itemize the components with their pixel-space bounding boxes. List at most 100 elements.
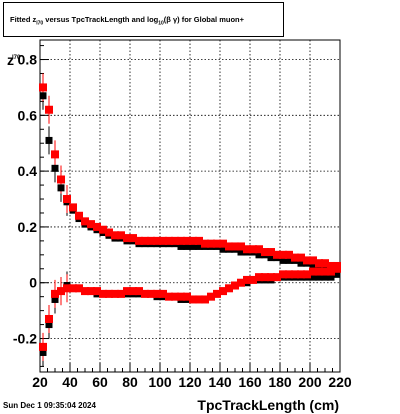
data-point-red — [57, 287, 65, 296]
data-point-red — [147, 289, 155, 298]
data-point-red — [291, 270, 299, 279]
data-point-red — [57, 175, 65, 184]
data-point-red — [129, 234, 137, 243]
data-point-black — [39, 348, 47, 356]
data-point-red — [87, 287, 95, 296]
y-tick-label: 0.4 — [18, 163, 38, 179]
data-point-black — [57, 184, 65, 192]
data-point-red — [105, 228, 113, 237]
data-point-red — [171, 292, 179, 301]
y-tick-label: 0.6 — [18, 107, 38, 123]
data-point-black — [327, 273, 335, 281]
data-point-red — [279, 250, 287, 259]
x-tick-label: 80 — [122, 374, 138, 390]
chart-title: Fitted zI70 versus TpcTrackLength and lo… — [10, 15, 245, 27]
x-tick-label: 180 — [268, 374, 292, 390]
data-point-red — [225, 242, 233, 251]
data-point-black — [297, 259, 305, 267]
data-point-red — [93, 222, 101, 231]
data-point-red — [285, 270, 293, 279]
data-point-red — [309, 267, 317, 276]
data-point-red — [45, 314, 53, 323]
data-point-red — [45, 105, 53, 114]
data-point-red — [93, 287, 101, 296]
data-point-red — [303, 270, 311, 279]
data-point-red — [153, 236, 161, 245]
data-point-red — [123, 234, 131, 243]
y-ticks: -0.2 0 0.2 0.4 0.6 0.8 — [13, 45, 49, 367]
data-point-red — [141, 236, 149, 245]
data-point-red — [51, 150, 59, 159]
y-axis-title: zI70 — [7, 52, 21, 68]
data-point-red — [267, 248, 275, 257]
data-point-black — [51, 295, 59, 303]
data-point-red — [177, 292, 185, 301]
y-tick-label: 0 — [29, 275, 37, 291]
data-point-black — [45, 321, 53, 329]
data-point-red — [249, 275, 257, 284]
data-point-red — [219, 287, 227, 296]
data-point-red — [129, 287, 137, 296]
x-tick-label: 40 — [62, 374, 78, 390]
title-box: Fitted zI70 versus TpcTrackLength and lo… — [3, 2, 284, 37]
data-point-red — [39, 83, 47, 92]
y-tick-label: 0.8 — [18, 52, 38, 68]
data-point-red — [261, 273, 269, 282]
data-point-red — [309, 256, 317, 265]
data-point-red — [237, 242, 245, 251]
data-point-red — [231, 242, 239, 251]
data-point-red — [153, 289, 161, 298]
data-point-black — [195, 242, 203, 250]
data-point-red — [201, 239, 209, 248]
data-point-red — [213, 289, 221, 298]
data-point-red — [69, 203, 77, 212]
data-point-black — [219, 245, 227, 253]
data-point-red — [165, 292, 173, 301]
y-tick-label: -0.2 — [13, 331, 37, 347]
data-point-red — [171, 236, 179, 245]
data-point-black — [237, 248, 245, 256]
data-point-red — [219, 239, 227, 248]
data-point-red — [249, 245, 257, 254]
data-point-red — [183, 292, 191, 301]
data-point-red — [177, 236, 185, 245]
data-point-red — [315, 267, 323, 276]
grid — [40, 40, 340, 372]
data-point-red — [321, 259, 329, 268]
data-point-red — [273, 250, 281, 259]
data-point-red — [39, 342, 47, 351]
data-point-black — [39, 92, 47, 100]
x-tick-label: 220 — [328, 374, 352, 390]
data-point-black — [177, 242, 185, 250]
data-point-black — [309, 262, 317, 270]
data-point-red — [321, 267, 329, 276]
data-point-red — [111, 289, 119, 298]
data-point-red — [285, 250, 293, 259]
data-point-red — [279, 270, 287, 279]
data-point-red — [267, 273, 275, 282]
data-point-red — [189, 236, 197, 245]
data-point-red — [69, 284, 77, 293]
data-point-red — [207, 239, 215, 248]
data-point-black — [333, 270, 341, 278]
data-point-red — [273, 273, 281, 282]
data-point-red — [237, 278, 245, 287]
data-point-black — [321, 273, 329, 281]
data-point-black — [189, 242, 197, 250]
data-point-black — [255, 251, 263, 259]
data-point-red — [123, 287, 131, 296]
data-point-red — [111, 231, 119, 240]
x-tick-label: 120 — [178, 374, 202, 390]
data-point-black — [267, 254, 275, 262]
data-point-red — [255, 245, 263, 254]
data-point-black — [315, 273, 323, 281]
data-point-red — [207, 292, 215, 301]
data-point-red — [291, 253, 299, 262]
data-point-red — [99, 289, 107, 298]
data-point-red — [159, 236, 167, 245]
data-point-red — [105, 289, 113, 298]
data-point-black — [279, 256, 287, 264]
x-tick-label: 160 — [238, 374, 262, 390]
data-point-red — [201, 295, 209, 304]
